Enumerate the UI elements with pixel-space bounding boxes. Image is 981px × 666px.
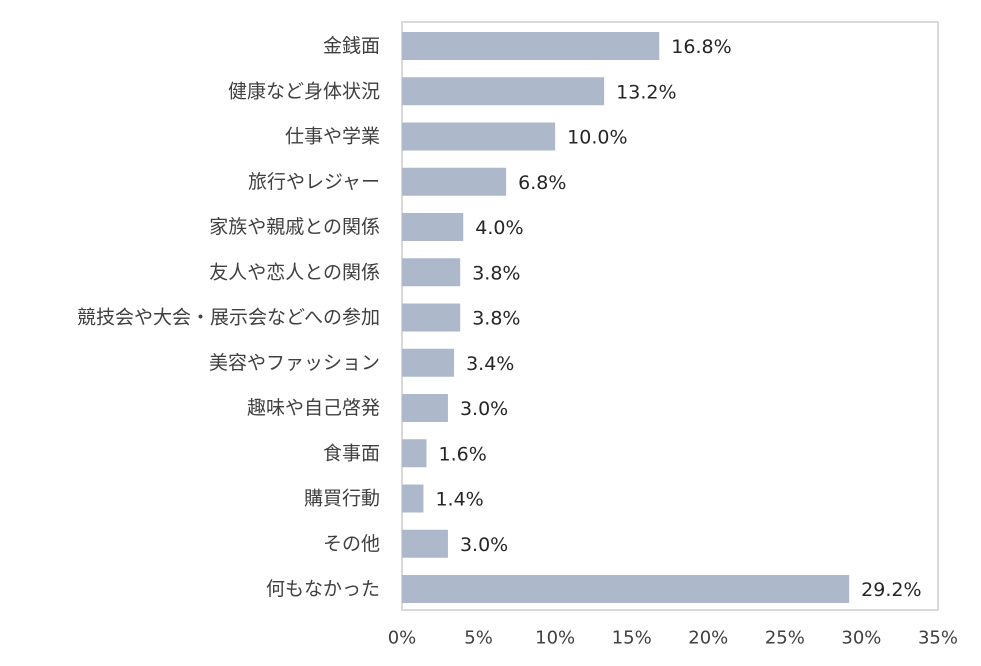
category-label: 何もなかった (266, 578, 380, 600)
x-tick-label: 35% (918, 628, 958, 649)
data-label: 3.8% (472, 262, 520, 284)
bar (402, 213, 464, 241)
x-axis-tick-labels: 0% 5% 10% 15% 20% 25% 30% 35% (388, 628, 958, 649)
x-tick-label: 10% (535, 628, 575, 649)
bar (402, 32, 660, 60)
data-label: 3.0% (460, 534, 508, 556)
category-label: 金銭面 (323, 35, 380, 57)
x-tick-label: 30% (841, 628, 881, 649)
x-tick-label: 25% (765, 628, 805, 649)
x-tick-label: 0% (388, 628, 417, 649)
data-label: 10.0% (567, 127, 627, 149)
data-label: 3.4% (466, 353, 514, 375)
data-label: 6.8% (518, 172, 566, 194)
bar (402, 439, 427, 468)
category-labels: 金銭面健康など身体状況仕事や学業旅行やレジャー家族や親戚との関係友人や恋人との関… (77, 35, 380, 600)
bar (402, 575, 850, 603)
data-label: 29.2% (861, 579, 921, 601)
data-label: 3.8% (472, 308, 520, 330)
bar (402, 258, 461, 287)
category-label: 家族や親戚との関係 (209, 216, 380, 238)
category-label: その他 (323, 533, 380, 555)
data-label: 4.0% (475, 217, 523, 239)
bar (402, 167, 507, 196)
category-label: 食事面 (323, 442, 380, 464)
x-tick-label: 20% (688, 628, 728, 649)
category-label: 友人や恋人との関係 (209, 261, 380, 283)
category-label: 競技会や大会・展示会などへの参加 (77, 307, 380, 329)
data-label: 1.6% (439, 443, 487, 465)
bar (402, 77, 605, 106)
bars (402, 32, 850, 603)
data-label: 16.8% (671, 36, 731, 58)
bar (402, 348, 455, 377)
bar (402, 529, 448, 558)
data-label: 13.2% (616, 81, 676, 103)
category-label: 旅行やレジャー (248, 171, 380, 193)
category-label: 美容やファッション (209, 352, 380, 374)
x-tick-label: 5% (464, 628, 493, 649)
value-labels: 16.8% 13.2% 10.0% 6.8% 4.0% 3.8% 3.8% 3.4% 3.0% 1… (435, 36, 921, 601)
bar (402, 303, 461, 332)
bar (402, 484, 424, 513)
category-label: 購買行動 (304, 488, 380, 510)
category-label: 健康など身体状況 (228, 80, 380, 102)
x-tick-label: 15% (612, 628, 652, 649)
bar (402, 394, 448, 422)
data-label: 1.4% (435, 489, 483, 511)
category-label: 趣味や自己啓発 (247, 397, 380, 419)
category-label: 仕事や学業 (285, 126, 380, 148)
bar (402, 122, 556, 151)
data-label: 3.0% (460, 398, 508, 420)
